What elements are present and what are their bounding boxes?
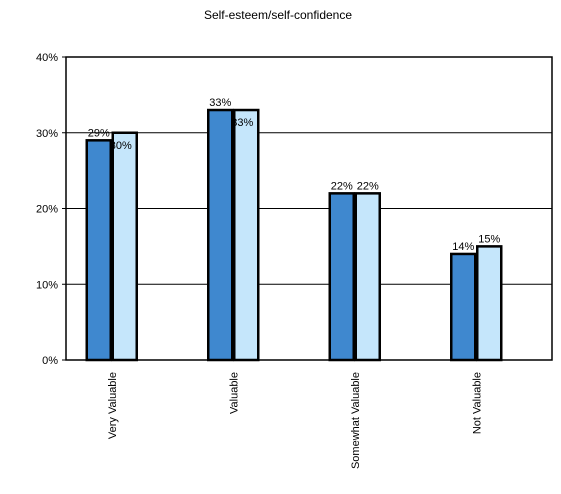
data-label: 33% (209, 97, 231, 109)
data-label: 33% (231, 117, 253, 129)
data-label: 15% (478, 233, 500, 245)
bars (85, 108, 503, 362)
y-axis-ticks: 0% 10% 20% 30% 40% (36, 52, 66, 367)
y-tick-label: 0% (42, 355, 58, 367)
y-tick-label: 30% (36, 128, 58, 140)
category-labels: Very Valuable Valuable Somewhat Valuable No… (107, 372, 484, 469)
category-label: Not Valuable (471, 372, 483, 434)
category-label: Somewhat Valuable (350, 372, 362, 469)
data-label: 30% (110, 140, 132, 152)
chart-title: Self-esteem/self-confidence (204, 8, 352, 22)
bar (354, 192, 381, 362)
y-tick-label: 40% (36, 52, 58, 64)
bar (328, 192, 355, 362)
y-tick-label: 10% (36, 279, 58, 291)
bar (111, 131, 138, 362)
bar (85, 139, 112, 362)
bar (233, 108, 260, 362)
data-label: 22% (357, 180, 379, 192)
data-label: 22% (331, 180, 353, 192)
category-label: Valuable (228, 372, 240, 414)
bar (476, 245, 503, 362)
plot-frame (65, 56, 553, 361)
category-label: Very Valuable (107, 372, 119, 439)
bar (450, 252, 477, 362)
data-label: 29% (88, 127, 110, 139)
data-labels: 29%30% 33%33% 22% 22% 14% 15% (88, 97, 501, 253)
bar (207, 108, 234, 362)
y-tick-label: 20% (36, 204, 58, 216)
data-label: 14% (452, 241, 474, 253)
